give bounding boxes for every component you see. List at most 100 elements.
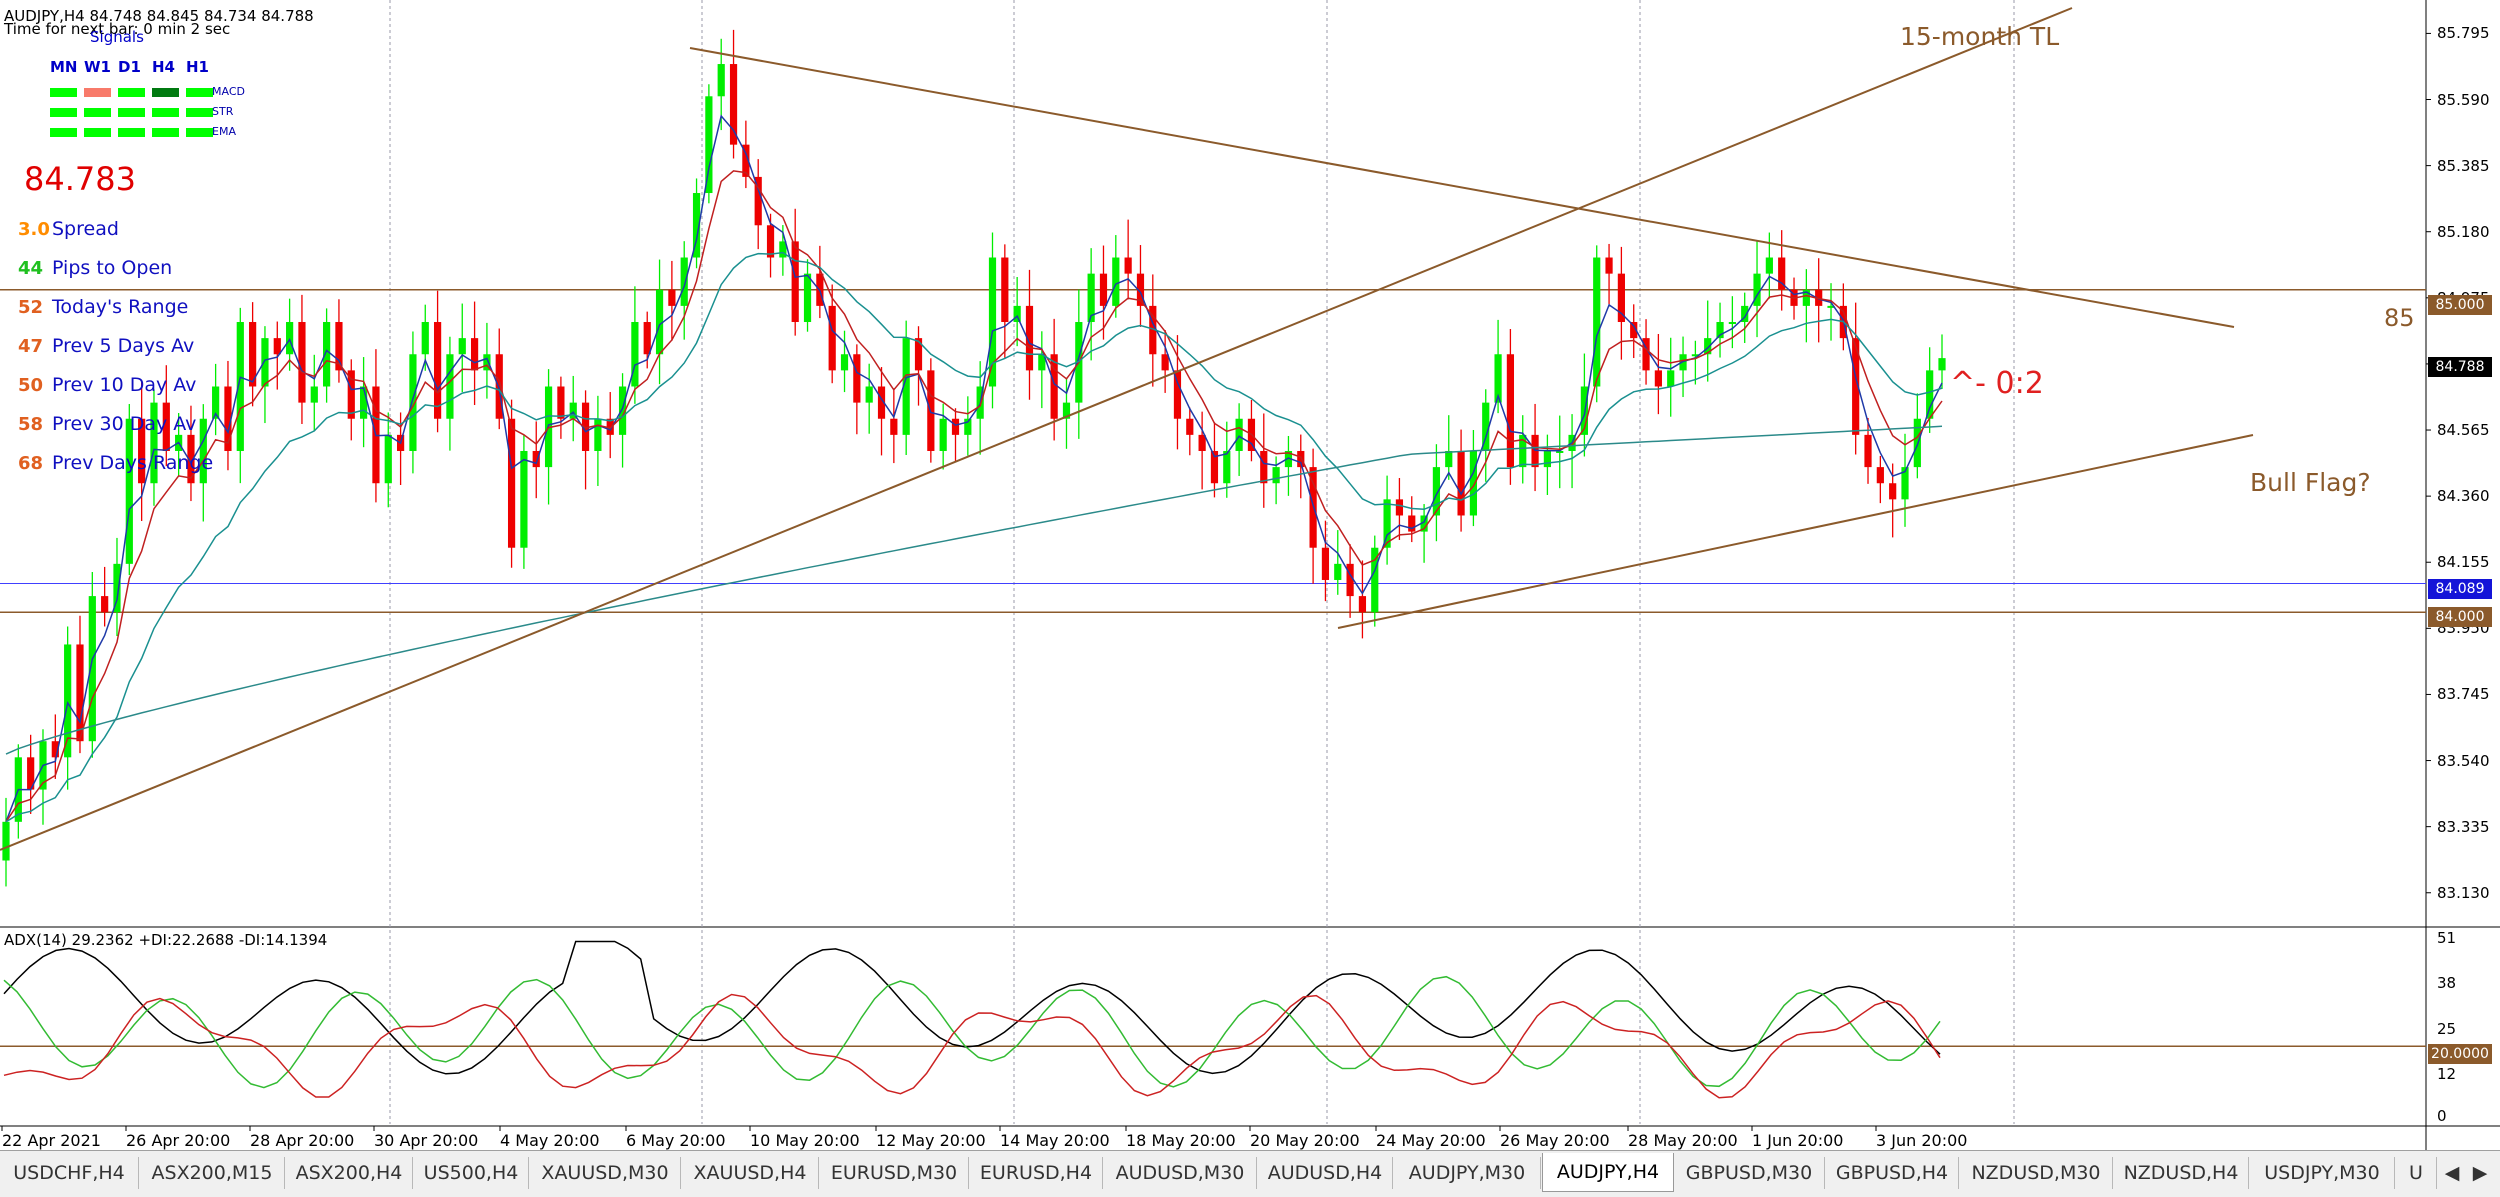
candle-body-89 (1099, 273, 1108, 306)
time-tick-0: 22 Apr 2021 (2, 1131, 101, 1150)
candle-body-15 (187, 434, 195, 484)
candle-body-92 (1136, 273, 1145, 306)
candle-body-2 (27, 757, 35, 790)
signals-title: Signals (90, 28, 144, 46)
price-chart[interactable] (0, 0, 2500, 1150)
candle-body-123 (1519, 434, 1527, 468)
signal-tf-w1: W1 (84, 58, 111, 76)
candle-body-88 (1087, 273, 1095, 323)
candle-body-10 (125, 418, 133, 564)
candle-body-121 (1494, 354, 1502, 403)
candle-body-154 (1901, 467, 1909, 500)
candle-body-34 (421, 322, 429, 355)
signal-cell-macd-3 (152, 88, 179, 97)
tab-eurusd-h4[interactable]: EURUSD,H4 (970, 1157, 1103, 1189)
tab-scroll-left-icon[interactable]: ◀ (2444, 1162, 2460, 1184)
stat-value-0: 3.0 (18, 219, 50, 240)
signal-cell-str-2 (118, 108, 145, 117)
price-tick-6: 84.565 (2437, 421, 2490, 440)
tab-xauusd-m30[interactable]: XAUUSD,M30 (530, 1157, 681, 1189)
candle-body-115 (1420, 515, 1428, 532)
candle-body-19 (236, 322, 244, 451)
candle-body-111 (1371, 547, 1379, 613)
tab-us500-h4[interactable]: US500,H4 (414, 1157, 529, 1189)
tab-nzdusd-h4[interactable]: NZDUSD,H4 (2114, 1157, 2249, 1189)
tab-gbpusd-h4[interactable]: GBPUSD,H4 (1826, 1157, 1959, 1189)
candle-body-0 (2, 821, 10, 861)
price-box-84: 84.000 (2428, 607, 2492, 627)
candle-body-157 (1938, 358, 1946, 371)
price-tick-8: 84.155 (2437, 553, 2490, 572)
candle-body-51 (631, 322, 639, 387)
time-tick-10: 20 May 20:00 (1250, 1131, 1360, 1150)
price-tick-7: 84.360 (2437, 487, 2490, 506)
stat-label-1: Pips to Open (52, 257, 173, 279)
stat-value-2: 52 (18, 297, 44, 318)
signal-cell-macd-4 (186, 88, 213, 97)
candle-body-120 (1482, 402, 1490, 451)
tab-asx200-h4[interactable]: ASX200,H4 (286, 1157, 413, 1189)
candle-body-102 (1260, 450, 1268, 484)
stat-value-6: 68 (18, 453, 44, 474)
candle-body-38 (470, 338, 479, 371)
adx-tick-2: 25 (2437, 1019, 2457, 1038)
candle-body-54 (668, 289, 676, 306)
candle-body-142 (1753, 273, 1761, 306)
candle-body-139 (1716, 322, 1724, 339)
candle-body-108 (1334, 563, 1342, 580)
candle-body-21 (261, 338, 269, 387)
signal-cell-ema-3 (152, 128, 179, 137)
tab-usdjpy-m30[interactable]: USDJPY,M30 (2250, 1157, 2395, 1189)
chart-tab-bar: USDCHF,H4 ASX200,M15 ASX200,H4 US500,H4 … (0, 1150, 2500, 1197)
tab-eurusd-m30[interactable]: EURUSD,M30 (820, 1157, 969, 1189)
tab-overflow[interactable]: U (2396, 1157, 2437, 1189)
candle-body-67 (828, 305, 836, 371)
symbol-info: AUDJPY,H4 84.748 84.845 84.734 84.788 (4, 7, 314, 25)
candle-body-94 (1161, 354, 1169, 371)
time-tick-13: 28 May 20:00 (1628, 1131, 1738, 1150)
candle-body-45 (557, 386, 565, 419)
tab-asx200-m15[interactable]: ASX200,M15 (140, 1157, 285, 1189)
tab-audusd-m30[interactable]: AUDUSD,M30 (1104, 1157, 1257, 1189)
tab-audjpy-h4[interactable]: AUDJPY,H4 (1542, 1153, 1674, 1192)
candle-body-103 (1272, 467, 1280, 484)
time-tick-7: 12 May 20:00 (876, 1131, 986, 1150)
time-tick-6: 10 May 20:00 (750, 1131, 860, 1150)
signal-name-str: STR (212, 105, 234, 118)
price-tick-1: 85.590 (2437, 90, 2490, 109)
candle-body-39 (483, 354, 491, 371)
tab-xauusd-h4[interactable]: XAUUSD,H4 (682, 1157, 819, 1189)
current-price: 84.783 (24, 160, 136, 198)
candle-body-4 (51, 741, 59, 758)
tab-usdchf-h4[interactable]: USDCHF,H4 (0, 1157, 139, 1189)
candle-body-97 (1198, 434, 1206, 451)
signal-cell-str-1 (84, 108, 111, 117)
tab-gbpusd-m30[interactable]: GBPUSD,M30 (1674, 1157, 1825, 1189)
candle-body-13 (162, 402, 170, 451)
candle-body-141 (1741, 305, 1749, 323)
signal-cell-str-3 (152, 108, 179, 117)
candle-body-124 (1531, 434, 1539, 468)
signal-cell-str-4 (186, 108, 213, 117)
tab-audjpy-m30[interactable]: AUDJPY,M30 (1394, 1157, 1541, 1189)
tab-audusd-h4[interactable]: AUDUSD,H4 (1258, 1157, 1393, 1189)
candle-body-55 (680, 257, 688, 306)
stat-value-3: 47 (18, 336, 44, 357)
candle-body-151 (1864, 434, 1872, 468)
candle-body-6 (76, 644, 84, 742)
tab-nzdusd-m30[interactable]: NZDUSD,M30 (1960, 1157, 2113, 1189)
candle-body-153 (1889, 483, 1897, 500)
signal-cell-macd-0 (50, 88, 77, 97)
candle-body-33 (409, 354, 417, 451)
price-tick-0: 85.795 (2437, 24, 2490, 43)
candle-body-137 (1691, 354, 1699, 357)
tab-scroll-right-icon[interactable]: ▶ (2472, 1162, 2488, 1184)
candle-body-60 (742, 144, 750, 177)
candle-body-53 (655, 289, 664, 355)
adx-label: ADX(14) 29.2362 +DI:22.2688 -DI:14.1394 (4, 931, 328, 949)
candle-body-118 (1457, 450, 1465, 516)
candle-body-113 (1395, 499, 1404, 516)
candle-body-73 (902, 338, 910, 435)
price-tick-10: 83.745 (2437, 685, 2490, 704)
candle-body-29 (360, 386, 368, 419)
